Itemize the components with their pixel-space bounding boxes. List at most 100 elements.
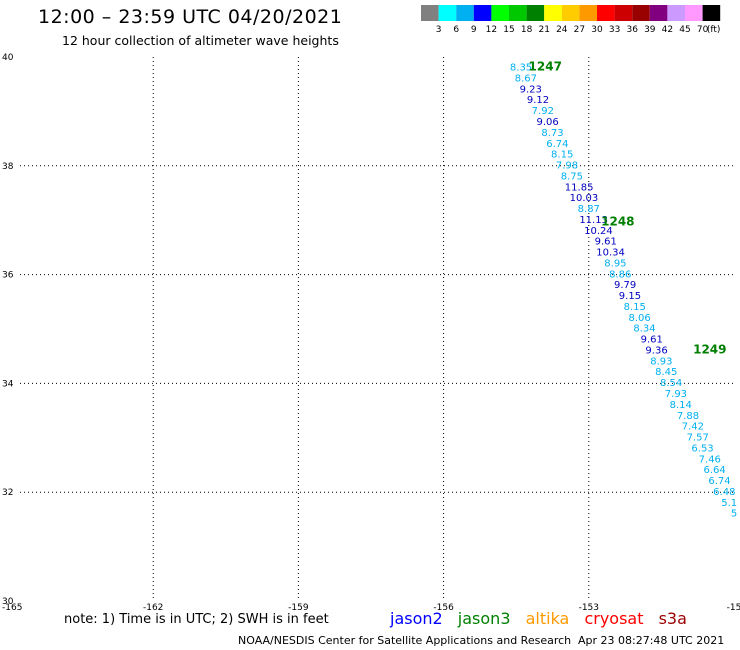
wave-height-point: 8.95 xyxy=(604,258,626,269)
wave-height-point: 9.61 xyxy=(641,335,663,346)
wave-height-point: 8.34 xyxy=(633,324,655,335)
color-swatch xyxy=(579,5,597,21)
wave-height-point: 11.13 xyxy=(579,215,608,226)
color-scale-label: 45 xyxy=(679,25,690,35)
y-tick-label: 36 xyxy=(2,271,14,281)
x-tick-label: -153 xyxy=(579,603,599,613)
wave-height-point: 6.64 xyxy=(704,465,726,476)
color-scale-label: 39 xyxy=(644,25,656,35)
wave-height-point: 5 xyxy=(731,509,737,520)
chart-subtitle: 12 hour collection of altimeter wave hei… xyxy=(62,33,339,48)
wave-height-point: 7.88 xyxy=(677,411,699,422)
wave-height-point: 7.98 xyxy=(556,161,578,172)
wave-height-point: 8.67 xyxy=(515,73,537,84)
x-tick-label: -162 xyxy=(143,603,163,613)
wave-height-point: 10.03 xyxy=(570,193,599,204)
color-swatch xyxy=(667,5,685,21)
wave-height-point: 9.23 xyxy=(520,84,542,95)
color-scale-label: 18 xyxy=(521,25,533,35)
color-swatch xyxy=(438,5,457,21)
color-swatch xyxy=(632,5,650,21)
legend-entry-altika: altika xyxy=(525,609,570,628)
color-scale-label: 33 xyxy=(609,25,620,35)
color-scale-label: 12 xyxy=(486,25,497,35)
color-scale-label: 70 xyxy=(697,25,709,35)
wave-height-point: 7.92 xyxy=(532,106,554,117)
color-swatch xyxy=(421,5,439,21)
color-scale-bar: 3 6 9 12 15 18 21 24 27 30 33 36 39 42 45 70(ft) xyxy=(421,5,721,35)
y-tick-label: 34 xyxy=(2,379,14,389)
color-scale-label: 15 xyxy=(503,25,514,35)
color-swatch xyxy=(702,5,721,21)
color-scale-label: 36 xyxy=(626,25,638,35)
orbit-pass-label: 1249 xyxy=(693,342,726,356)
color-swatch xyxy=(561,5,580,21)
orbit-pass-label: 1247 xyxy=(529,60,562,74)
wave-height-point: 9.79 xyxy=(614,280,636,291)
legend-entry-cryosat: cryosat xyxy=(584,609,644,628)
wave-height-point: 7.46 xyxy=(699,454,721,465)
wave-height-point: 9.12 xyxy=(527,95,549,106)
color-swatch xyxy=(544,5,562,21)
wave-height-point: 7.42 xyxy=(682,422,704,433)
y-tick-label: 40 xyxy=(2,53,14,63)
x-tick-label: -165 xyxy=(2,603,22,613)
wave-height-point: 7.93 xyxy=(665,389,687,400)
y-tick-label: 38 xyxy=(2,162,14,172)
legend-entry-jason3: jason3 xyxy=(457,609,511,628)
color-scale-label: 21 xyxy=(538,25,549,35)
color-swatch xyxy=(526,5,545,21)
color-swatch xyxy=(491,5,509,21)
generated-timestamp: Apr 23 08:27:48 UTC 2021 xyxy=(578,634,725,647)
y-tick-label: 30 xyxy=(2,597,14,607)
wave-height-point: 6.74 xyxy=(708,476,730,487)
wave-height-point: 7.57 xyxy=(687,433,709,444)
wave-height-point: 10.34 xyxy=(596,248,625,259)
color-swatch xyxy=(509,5,527,21)
color-scale-label: 27 xyxy=(574,25,585,35)
x-tick-label: -159 xyxy=(288,603,309,613)
color-scale-label: 9 xyxy=(471,25,477,35)
wave-height-point: 8.87 xyxy=(578,204,600,215)
wave-height-point: 8.75 xyxy=(561,171,583,182)
x-tick-label: -15 xyxy=(727,603,740,613)
color-swatch xyxy=(649,5,668,21)
wave-height-point: 6.53 xyxy=(691,443,713,454)
color-swatch xyxy=(685,5,703,21)
color-scale-label: 3 xyxy=(436,25,442,35)
wave-height-point: 8.73 xyxy=(541,128,563,139)
wave-height-point: 8.14 xyxy=(670,400,692,411)
wave-height-point: 11.85 xyxy=(565,182,594,193)
x-tick-label: -156 xyxy=(433,603,454,613)
color-scale-label: 42 xyxy=(662,25,673,35)
orbit-pass-label: 1248 xyxy=(601,215,634,229)
color-swatch xyxy=(614,5,633,21)
color-swatch xyxy=(473,5,492,21)
legend-entry-s3a: s3a xyxy=(658,609,687,628)
y-tick-label: 32 xyxy=(2,488,13,498)
wave-height-point: 6.48 xyxy=(713,487,735,498)
chart-title: 12:00 – 23:59 UTC 04/20/2021 xyxy=(38,6,343,28)
wave-height-point: 8.86 xyxy=(609,269,631,280)
wave-height-point: 9.61 xyxy=(595,237,617,248)
wave-height-point: 8.54 xyxy=(660,378,682,389)
credit-line: NOAA/NESDIS Center for Satellite Applica… xyxy=(238,634,572,647)
color-scale-label: 24 xyxy=(556,25,568,35)
color-scale-unit: (ft) xyxy=(707,25,721,35)
wave-height-point: 8.45 xyxy=(655,367,677,378)
units-note: note: 1) Time is in UTC; 2) SWH is in fe… xyxy=(64,612,329,627)
wave-height-point: 8.06 xyxy=(628,313,650,324)
satellite-legend: jason2 jason3 altika cryosat s3a xyxy=(390,609,697,628)
wave-height-point: 9.06 xyxy=(537,117,559,128)
color-swatch xyxy=(456,5,474,21)
color-scale-label: 30 xyxy=(591,25,603,35)
wave-height-point: 8.15 xyxy=(624,302,646,313)
color-scale-label: 6 xyxy=(453,25,459,35)
color-swatch xyxy=(597,5,615,21)
wave-height-point: 8.93 xyxy=(650,356,672,367)
wave-height-point: 10.24 xyxy=(584,226,613,237)
wave-height-point: 9.36 xyxy=(645,345,667,356)
wave-height-point: 6.74 xyxy=(546,139,568,150)
wave-height-point: 5.1 xyxy=(721,498,737,509)
